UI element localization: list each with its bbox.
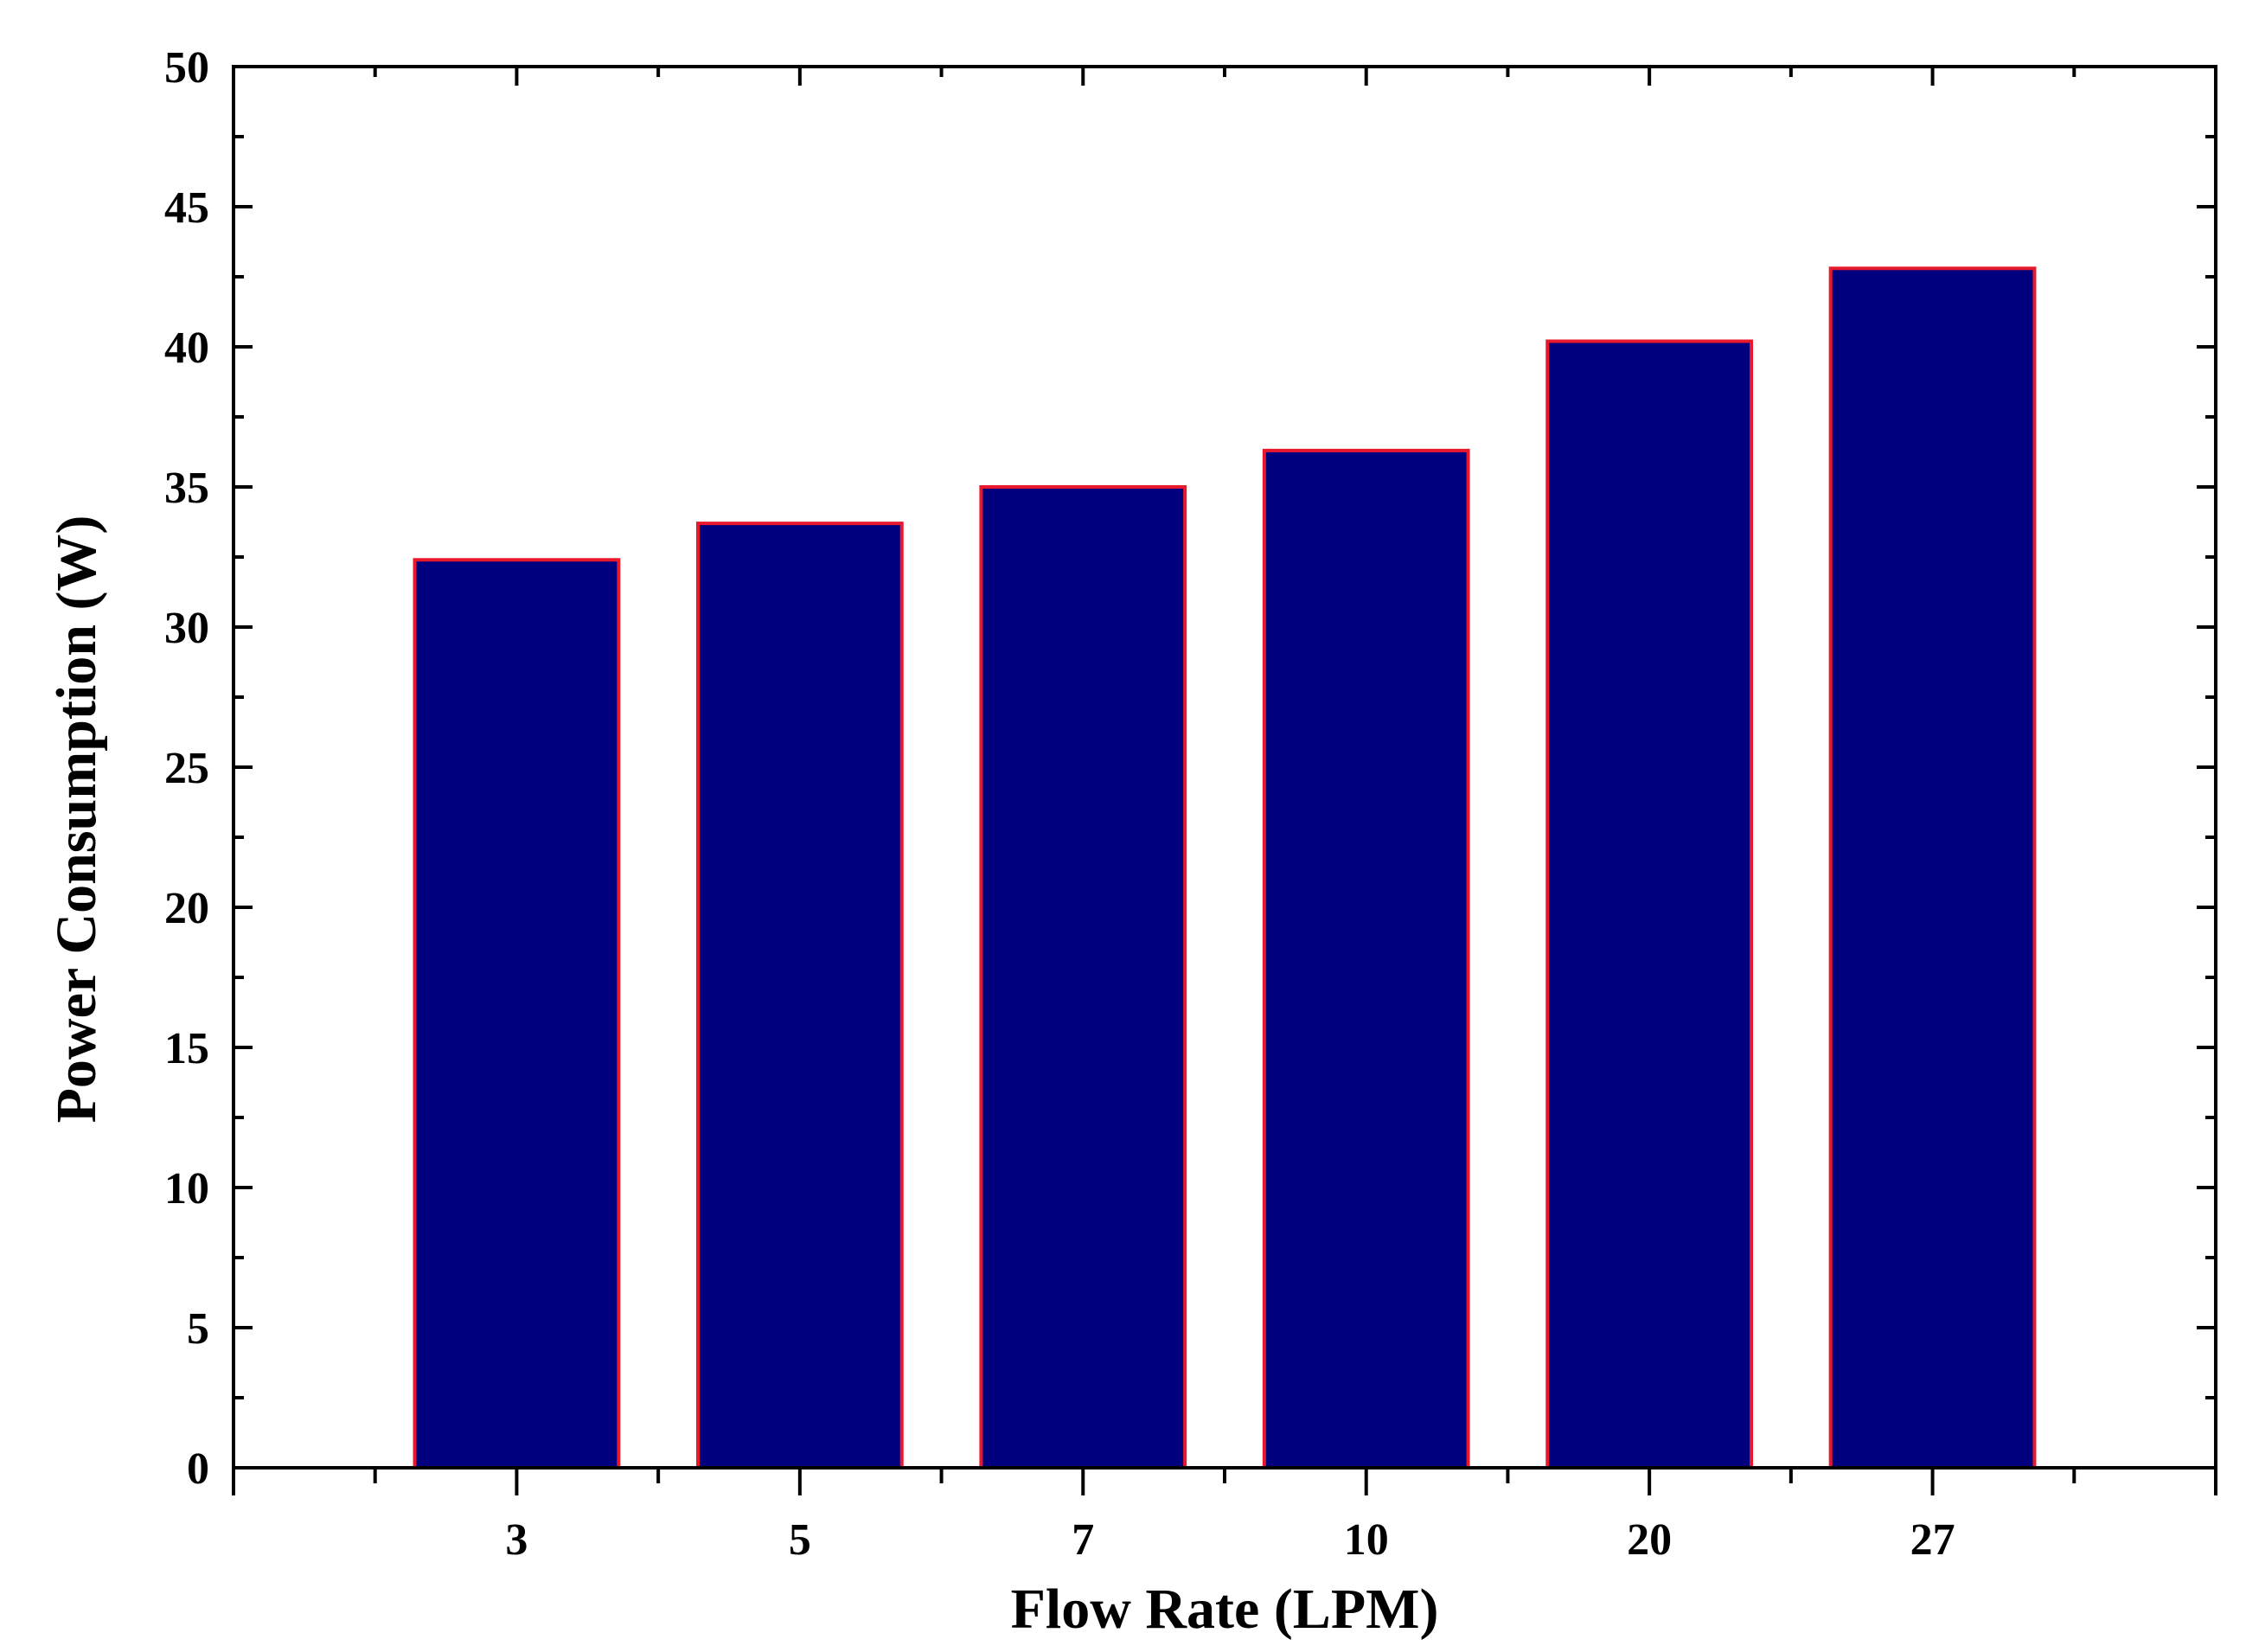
bar-5: [695, 522, 904, 1470]
x-tick-label: 27: [1910, 1515, 1955, 1565]
y-tick-label: 20: [164, 884, 209, 933]
y-tick-labels: 0 5 10 15 20 25 30 35 40 45 50: [164, 43, 209, 1494]
y-tick-label: 0: [187, 1444, 209, 1494]
bars-group: [413, 266, 2037, 1470]
y-tick-label: 30: [164, 604, 209, 653]
x-tick-label: 10: [1344, 1515, 1389, 1565]
x-tick-labels: 3 5 7 10 20 27: [505, 1515, 1955, 1565]
x-tick-label: 7: [1072, 1515, 1094, 1565]
y-axis-title: Power Consumption (W): [45, 515, 108, 1124]
bar-20: [1545, 339, 1754, 1470]
y-tick-label: 50: [164, 43, 209, 93]
x-axis-title: Flow Rate (LPM): [1011, 1578, 1439, 1641]
y-tick-label: 45: [164, 183, 209, 233]
x-tick-label: 5: [789, 1515, 811, 1565]
y-tick-label: 40: [164, 323, 209, 373]
x-tick-label: 20: [1627, 1515, 1672, 1565]
y-tick-label: 25: [164, 744, 209, 793]
axes-group: [232, 65, 2217, 1495]
y-tick-label: 15: [164, 1024, 209, 1073]
bar-3: [413, 558, 621, 1470]
bar-27: [1828, 266, 2037, 1470]
y-tick-label: 10: [164, 1164, 209, 1213]
y-tick-label: 5: [187, 1304, 209, 1354]
x-tick-label: 3: [505, 1515, 528, 1565]
bar-7: [979, 485, 1187, 1470]
y-tick-label: 35: [164, 464, 209, 513]
bar-10: [1262, 448, 1470, 1470]
